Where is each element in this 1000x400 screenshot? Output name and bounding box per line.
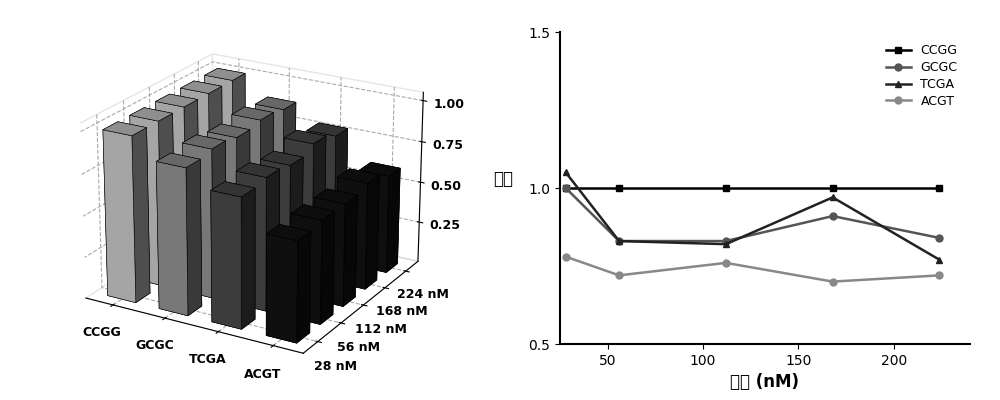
X-axis label: 浓度 (nM): 浓度 (nM) bbox=[730, 373, 800, 391]
CCGG bbox=[933, 186, 945, 190]
Line: TCGA: TCGA bbox=[562, 169, 943, 263]
ACGT bbox=[933, 273, 945, 278]
ACGT bbox=[827, 279, 839, 284]
GCGC bbox=[720, 239, 732, 244]
Line: CCGG: CCGG bbox=[562, 184, 943, 192]
Line: ACGT: ACGT bbox=[562, 253, 943, 285]
Y-axis label: 频率: 频率 bbox=[493, 170, 513, 188]
CCGG bbox=[827, 186, 839, 190]
CCGG bbox=[560, 186, 572, 190]
TCGA bbox=[613, 239, 625, 244]
ACGT bbox=[613, 273, 625, 278]
TCGA bbox=[933, 257, 945, 262]
Line: GCGC: GCGC bbox=[562, 184, 943, 244]
CCGG bbox=[613, 186, 625, 190]
CCGG bbox=[720, 186, 732, 190]
ACGT bbox=[720, 260, 732, 265]
TCGA bbox=[720, 242, 732, 246]
TCGA bbox=[560, 170, 572, 175]
Legend: CCGG, GCGC, TCGA, ACGT: CCGG, GCGC, TCGA, ACGT bbox=[879, 38, 964, 114]
TCGA bbox=[827, 195, 839, 200]
GCGC bbox=[827, 214, 839, 218]
ACGT bbox=[560, 254, 572, 259]
GCGC bbox=[933, 236, 945, 240]
GCGC bbox=[560, 186, 572, 190]
GCGC bbox=[613, 239, 625, 244]
